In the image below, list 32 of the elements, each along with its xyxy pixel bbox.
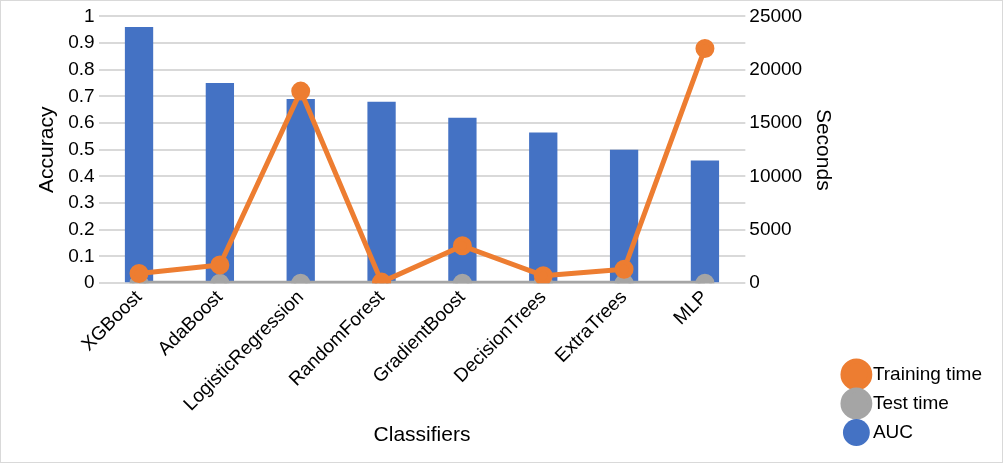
legend-label: Training time (872, 362, 983, 384)
y-tick-label: 0.6 (68, 111, 95, 133)
bar (448, 117, 477, 283)
y-tick-label: 0.9 (68, 31, 95, 53)
bar (124, 27, 154, 283)
y-tick-label: 0.8 (68, 57, 95, 79)
y-axis-title: Accuracy (34, 106, 58, 193)
y2-tick-label: 15000 (749, 111, 803, 133)
y-tick-label: 0.3 (68, 191, 95, 213)
bar (529, 132, 558, 283)
point (291, 81, 311, 101)
y-tick-label: 0.1 (68, 244, 95, 266)
legend-label: Test time (872, 391, 949, 413)
legend-label: AUC (872, 420, 914, 442)
y-tick-label: 0.4 (68, 164, 96, 186)
y2-tick-label: 25000 (749, 4, 803, 26)
bar (286, 99, 315, 283)
x-axis-title: Classifiers (373, 422, 471, 446)
y2-tick-label: 5000 (749, 218, 792, 240)
y-tick-label: 0.5 (68, 138, 95, 160)
point (695, 38, 715, 58)
bar (367, 101, 396, 283)
y-tick-label: 0.2 (68, 218, 95, 240)
y2-tick-label: 0 (749, 271, 760, 293)
y-tick-label: 0.7 (68, 84, 95, 106)
y-tick-label: 1 (84, 4, 95, 26)
y2-tick-label: 20000 (749, 57, 803, 79)
bar (205, 83, 235, 283)
y2-tick-label: 10000 (749, 164, 803, 186)
y2-axis-title: Seconds (812, 108, 836, 191)
y-tick-label: 0 (84, 271, 95, 293)
bar (690, 160, 720, 283)
